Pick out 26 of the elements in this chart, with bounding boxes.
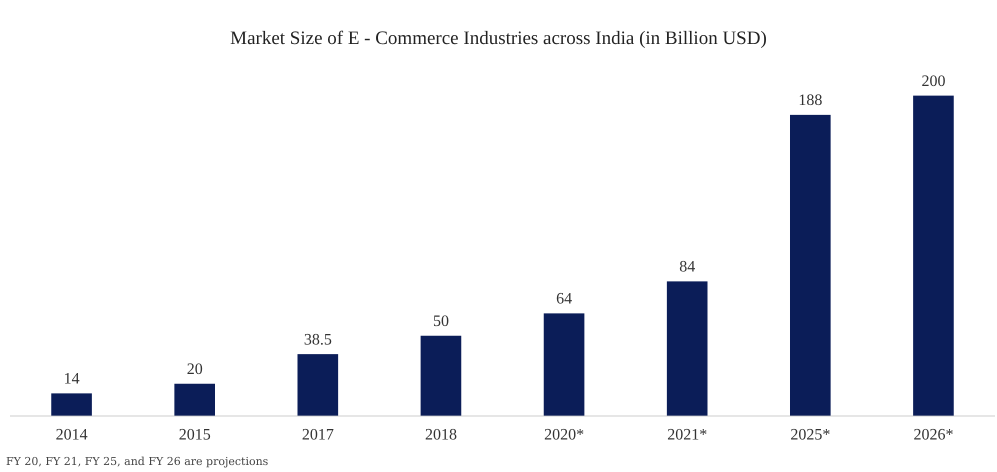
bar (544, 313, 584, 416)
bar (913, 96, 954, 416)
x-tick-label: 2025* (790, 426, 830, 444)
x-tick-label: 2026* (913, 426, 954, 444)
data-label: 188 (798, 92, 822, 110)
x-tick-label: 2014 (56, 426, 88, 444)
x-tick-label: 2015 (178, 426, 211, 444)
data-label: 20 (186, 360, 203, 378)
bar (420, 336, 462, 416)
data-label: 84 (679, 258, 696, 276)
data-label: 14 (64, 370, 80, 388)
data-label: 200 (921, 72, 946, 90)
bar (297, 354, 338, 416)
x-tick-label: 2017 (302, 426, 334, 444)
bar (790, 114, 831, 416)
chart-title: Market Size of E - Commerce Industries across India (in Billion USD) (229, 28, 768, 50)
text: FY 20, FY 21, FY 25, and FY 26 are projections (6, 455, 268, 468)
bar (666, 281, 708, 416)
data-label: 38.5 (304, 331, 332, 348)
x-tick-label: 2020* (544, 426, 584, 444)
bar (174, 384, 216, 416)
data-label: 50 (432, 312, 449, 330)
x-tick-label: 2021* (667, 426, 708, 444)
bar (51, 393, 92, 416)
x-tick-label: 2018 (424, 426, 457, 444)
data-label: 64 (556, 290, 572, 308)
